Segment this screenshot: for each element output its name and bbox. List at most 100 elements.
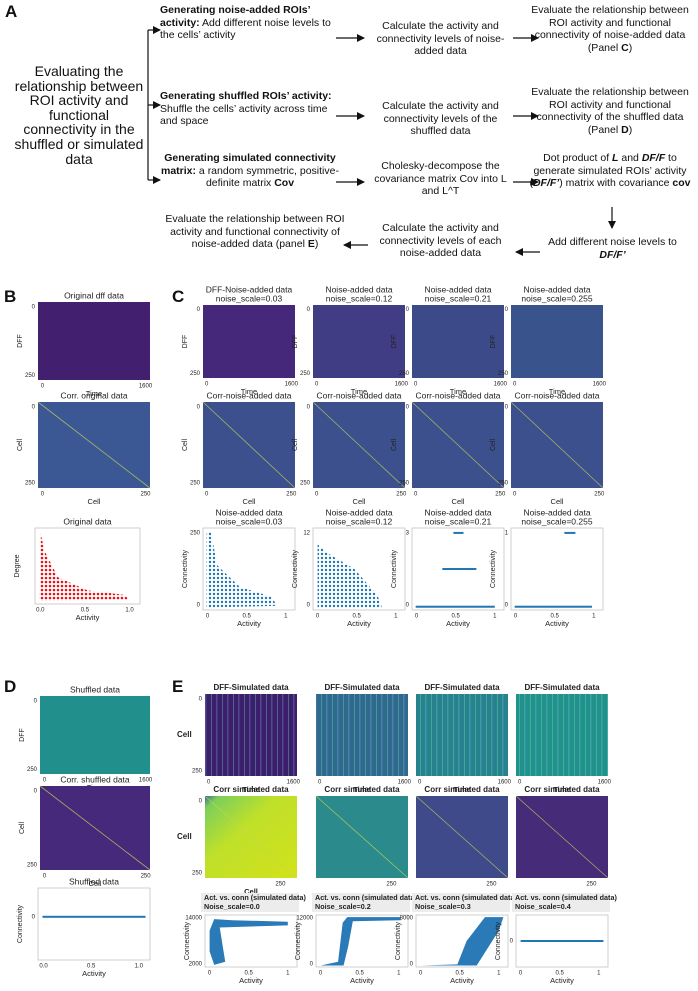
x-tick-label: 0 [41,492,45,498]
y-axis-label: DFF [182,335,189,349]
plot-subtitle: noise_scale=0.255 [521,293,592,303]
y-tick-label: 1 [505,530,509,536]
x-axis-label: Cell [551,497,564,506]
x-tick-label: 1 [497,971,501,977]
y-axis-label: Cell [391,439,398,452]
step-box: Generating shuffled ROIs’ activity: Shuf… [160,90,338,128]
x-tick-label: 0 [319,971,323,977]
bold-text: DF/F’ [532,177,560,189]
x-axis-label: Cell [244,887,258,896]
point-row [42,915,146,918]
text: ) [314,238,319,250]
x-axis-label: Time [241,387,257,396]
y-tick-label: 0 [32,304,36,310]
y-tick-label: 250 [25,373,36,379]
x-axis-label: Cell [89,879,102,888]
y-tick-label: 0 [34,698,38,704]
x-tick-label: 1 [493,614,497,620]
x-axis-label: Activity [446,619,470,628]
x-tick-label: 1600 [593,382,607,388]
heatmap-texture [516,694,608,776]
heatmap-texture [416,694,508,776]
x-tick-label: 1600 [139,778,153,784]
text: ) [628,123,633,136]
x-tick-label: 0 [418,780,422,786]
x-tick-label: 0.5 [356,971,365,977]
y-tick-label: 250 [498,480,509,486]
x-axis-label: Cell [452,497,465,506]
plot-title: Shuffled data [69,876,119,886]
plot-title: Corr-noise-added data [206,390,291,400]
heatmap [511,305,603,378]
heatmap-texture [316,694,408,776]
x-tick-label: 0.5 [81,608,90,614]
x-tick-label: 0 [318,780,322,786]
diagonal [515,795,609,879]
x-tick-label: 0 [208,971,212,977]
y-axis-label: Connectivity [490,549,497,588]
plot-title: Shuffled data [70,684,120,694]
y-axis-label: Cell [177,832,192,841]
step-box: Calculate the activity and connectivity … [382,100,499,137]
x-tick-label: 0.5 [556,971,565,977]
y-tick-label: 0 [310,961,314,967]
x-axis-label: Time [242,785,259,794]
y-axis-label: Connectivity [391,549,398,588]
y-tick-label: 250 [192,871,203,877]
step-box: Evaluate the relationship between ROI ac… [164,213,346,251]
plot-frame [37,887,151,961]
bold-text: Generating shuffled ROIs’ activity: [160,90,332,102]
heatmap-texture [205,694,297,776]
x-tick-label: 0 [41,384,45,390]
y-tick-label: 250 [192,769,203,775]
x-tick-label: 250 [275,882,286,888]
text: Add different noise levels to the cells’… [160,16,331,42]
plot-title: Original dff data [64,290,124,300]
point-row [453,531,464,534]
x-axis-label: Activity [76,613,100,622]
y-axis-label: Cell [19,822,26,835]
y-tick-label: 0 [199,798,203,804]
y-axis-label: Connectivity [495,921,502,960]
y-axis-label: Connectivity [17,904,24,943]
plot-title: Noise-added data [325,507,392,517]
x-tick-label: 0 [205,382,209,388]
y-tick-label: 12 [303,530,310,536]
plot-title: Noise-added data [523,284,590,294]
x-tick-label: 0 [207,780,211,786]
plot-subtitle: noise_scale=0.21 [425,293,492,303]
x-tick-label: 0.5 [452,614,461,620]
plot-title: DFF-Noise-added data [206,284,293,294]
x-tick-label: 250 [141,874,152,880]
plot-frame [315,914,409,968]
y-tick-label: 0 [406,405,410,411]
panel-letter: B [4,287,17,306]
bold-text: DF/F’ [599,248,626,261]
plot-subtitle: noise_scale=0.03 [216,516,283,526]
y-tick-label: 250 [399,480,410,486]
y-axis-label: DFF [391,335,398,349]
y-tick-label: 0 [510,939,514,945]
step-box: Calculate the activity and connectivity … [379,222,502,259]
y-tick-label: 0 [199,696,203,702]
y-tick-label: 0 [406,603,410,609]
x-axis-label: Time [549,387,565,396]
plot-title: Corr-noise-added data [514,390,599,400]
y-tick-label: 250 [27,767,38,773]
plot-title: Noise-added data [424,284,491,294]
x-axis-label: Time [86,389,102,398]
panel-letter: C [172,287,185,306]
bold-text: DF/F [641,152,666,164]
x-tick-label: 250 [396,492,407,498]
x-tick-label: 0.5 [87,964,96,970]
text: to generate simulated ROIs’ activity ( [529,152,687,189]
heatmap [40,696,150,774]
x-axis-label: Time [453,785,470,794]
plot-subtitle: Noise_scale=0.0 [204,902,260,911]
y-axis-label: DFF [490,335,497,349]
diagonal [415,795,509,879]
x-tick-label: 1 [286,971,290,977]
panel-letter: D [4,677,17,696]
intro-text: Evaluating the relationship between ROI … [14,63,144,167]
